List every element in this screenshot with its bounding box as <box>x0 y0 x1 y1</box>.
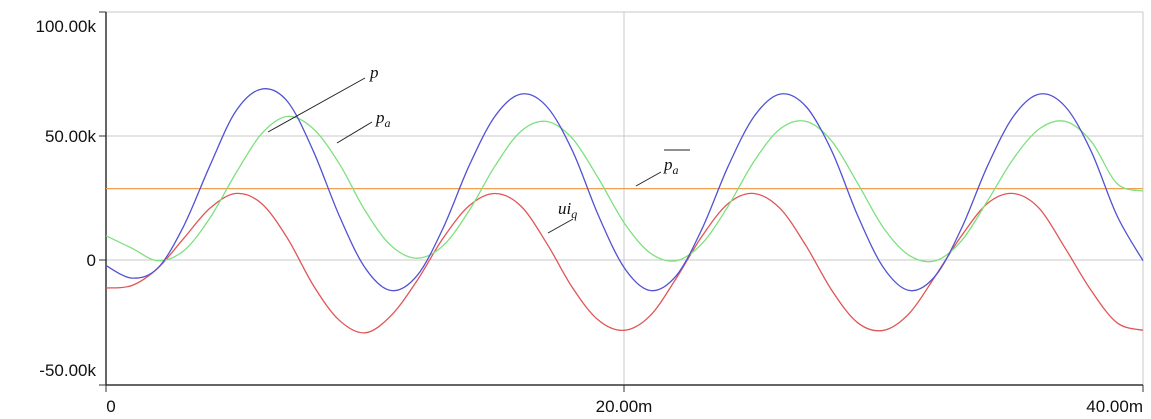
grid <box>106 11 1144 385</box>
series-p-line <box>105 88 1144 292</box>
x-tick-label-40m: 40.00m <box>1086 397 1143 416</box>
y-tick-label-neg50k: -50.00k <box>39 361 96 380</box>
x-tick-label-0: 0 <box>106 397 115 416</box>
y-tick-label-50k: 50.00k <box>45 127 97 146</box>
series-layer <box>105 88 1144 334</box>
axes <box>99 11 1144 392</box>
x-tick-label-20m: 20.00m <box>596 397 653 416</box>
curve-label-p: p <box>369 63 379 82</box>
series-pa-line <box>105 115 1144 263</box>
leader-line-p <box>267 77 366 133</box>
curve-label-pa-mean: pa <box>663 155 679 177</box>
leader-line-pa-mean <box>635 171 662 187</box>
y-tick-label-0: 0 <box>87 251 96 270</box>
leader-line-uiq <box>547 218 574 234</box>
leader-line-pa <box>336 121 373 144</box>
curve-label-uiq: uiq <box>558 199 577 221</box>
y-tick-label-100k: 100.00k <box>36 17 97 36</box>
tick-labels: 100.00k 50.00k 0 -50.00k 0 20.00m 40.00m <box>36 17 1144 416</box>
series-uiq-line <box>105 192 1144 334</box>
curve-annotations: p pa pa uiq <box>267 63 690 234</box>
curve-label-pa: pa <box>375 108 391 130</box>
